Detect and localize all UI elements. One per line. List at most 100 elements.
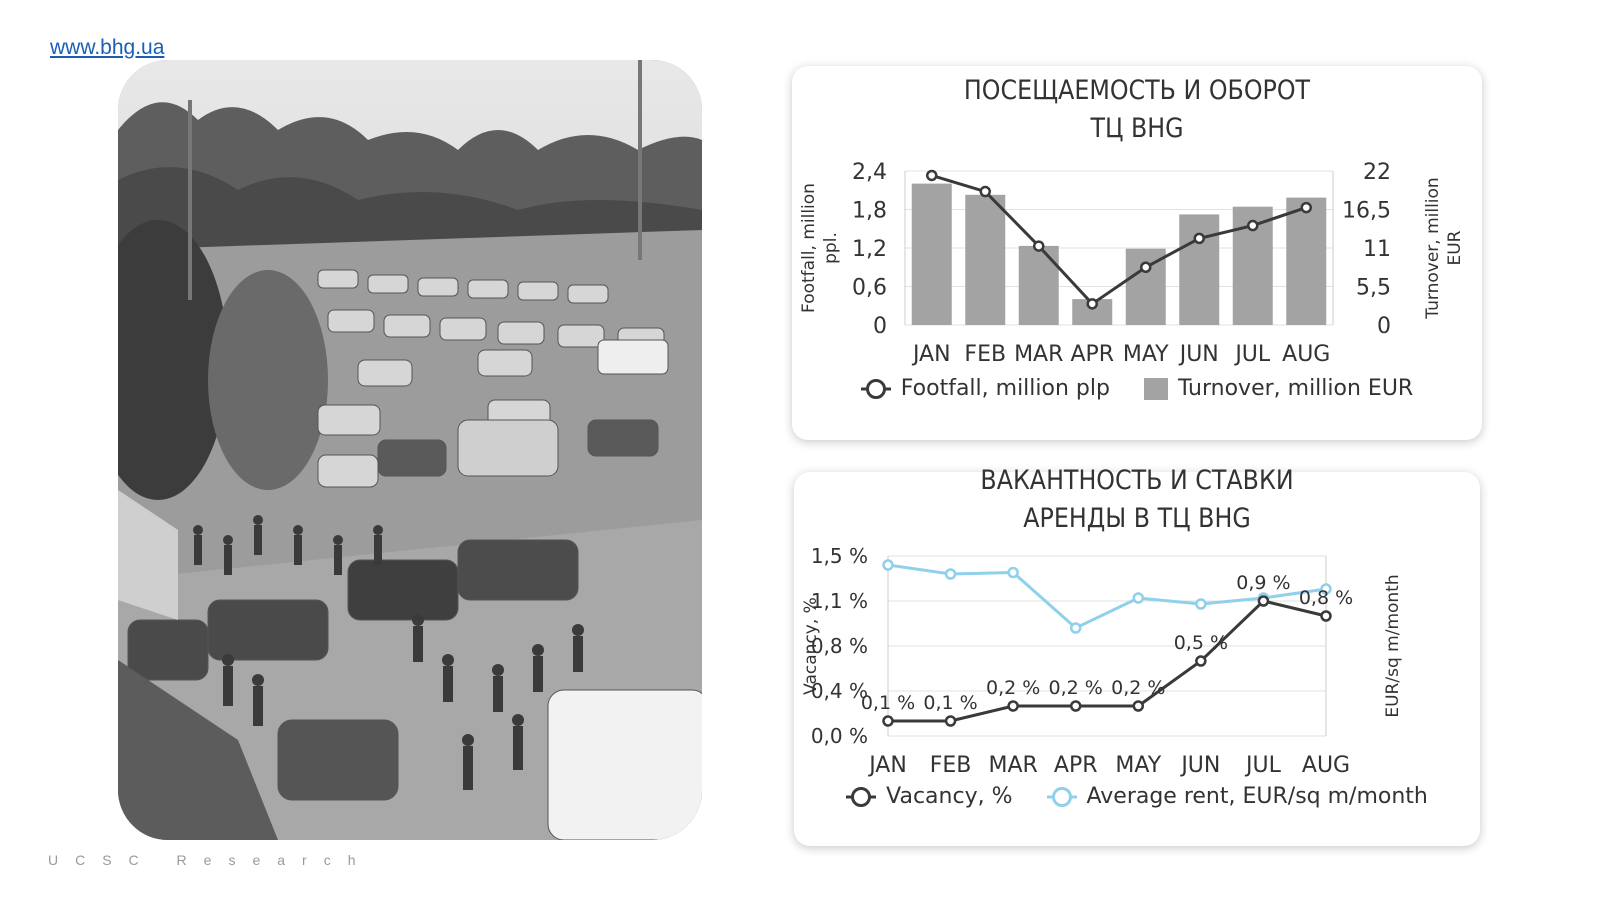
turnover-bar bbox=[1286, 197, 1327, 325]
legend-turnover-label: Turnover, million EUR bbox=[1177, 376, 1414, 401]
x-tick-label: MAY bbox=[1115, 753, 1161, 778]
y-left-tick-label: 1,2 bbox=[852, 237, 887, 262]
chart2-title-line-2: АРЕНДЫ В ТЦ BHG bbox=[1023, 503, 1251, 534]
y-left-axis-title: Footfall, million ppl. bbox=[799, 183, 841, 313]
rent-point bbox=[1132, 592, 1145, 604]
x-tick-label: APR bbox=[1054, 753, 1098, 778]
vacancy-data-label: 0,1 % bbox=[861, 692, 915, 714]
vacancy-point bbox=[1132, 700, 1145, 712]
legend-vacancy: Vacancy, % bbox=[846, 784, 1013, 809]
x-tick-label: JAN bbox=[867, 753, 907, 778]
vacancy-line bbox=[888, 599, 1327, 723]
turnover-bar bbox=[965, 194, 1006, 325]
x-tick-label: FEB bbox=[930, 753, 972, 778]
y-right-tick-label: 16,5 bbox=[1342, 199, 1391, 224]
vacancy-data-label: 0,9 % bbox=[1236, 572, 1290, 594]
x-tick-label: MAY bbox=[1123, 342, 1169, 367]
vacancy-point bbox=[882, 715, 894, 727]
x-tick-label: APR bbox=[1070, 342, 1114, 367]
vacancy-point bbox=[944, 715, 957, 727]
x-tick-label: JAN bbox=[911, 342, 951, 367]
y-right-axis-title-line: EUR bbox=[1445, 230, 1465, 265]
x-tick-label: MAR bbox=[1014, 342, 1063, 367]
x-tick-label: FEB bbox=[964, 342, 1006, 367]
footfall-point bbox=[1086, 298, 1098, 310]
chart2-legend: Vacancy, % Average rent, EUR/sq m/month bbox=[794, 784, 1480, 809]
legend-rent-label: Average rent, EUR/sq m/month bbox=[1086, 784, 1428, 809]
footfall-point bbox=[979, 185, 991, 198]
vacancy-data-label: 0,2 % bbox=[986, 677, 1040, 699]
y-left-tick-label: 0 bbox=[873, 314, 887, 339]
vacancy-point bbox=[1195, 655, 1207, 667]
legend-footfall-label: Footfall, million plp bbox=[900, 376, 1110, 401]
site-link[interactable]: www.bhg.ua bbox=[50, 36, 165, 59]
vacancy-data-label: 0,8 % bbox=[1299, 587, 1353, 609]
y-left-tick-label: 1,1 % bbox=[811, 589, 868, 613]
rent-line-marker-icon bbox=[1047, 786, 1077, 807]
vacancy-line-marker-icon bbox=[846, 786, 876, 807]
legend-rent: Average rent, EUR/sq m/month bbox=[1047, 784, 1428, 809]
footfall-point bbox=[1193, 232, 1205, 245]
y-left-tick-label: 0,0 % bbox=[811, 724, 868, 748]
rent-point bbox=[944, 568, 957, 580]
turnover-bar bbox=[911, 183, 952, 325]
x-tick-label: JUL bbox=[1233, 342, 1271, 367]
footer-brand: UCSC Research bbox=[48, 852, 373, 868]
y-left-tick-label: 0,4 % bbox=[811, 679, 868, 703]
chart1-title-line-2: ТЦ BHG bbox=[1090, 113, 1184, 144]
vacancy-point bbox=[1069, 700, 1082, 712]
chart2-title-line-1: ВАКАНТНОСТЬ И СТАВКИ bbox=[980, 465, 1294, 496]
chart1-title-line-1: ПОСЕЩАЕМОСТЬ И ОБОРОТ bbox=[963, 75, 1311, 106]
y-right-tick-label: 5,5 bbox=[1356, 276, 1391, 301]
footfall-turnover-card: ПОСЕЩАЕМОСТЬ И ОБОРОТ ТЦ BHG 2,4 1,8 1,2 0,… bbox=[792, 66, 1482, 440]
chart2-title: ВАКАНТНОСТЬ И СТАВКИ АРЕНДЫ В ТЦ BHG bbox=[835, 462, 1439, 538]
rent-point bbox=[1320, 583, 1332, 595]
chart1-legend: Footfall, million plp Turnover, million … bbox=[792, 376, 1482, 401]
x-tick-label: JUN bbox=[1178, 342, 1219, 367]
vacancy-data-label: 0,1 % bbox=[923, 692, 977, 714]
vacancy-data-label: 0,5 % bbox=[1174, 632, 1228, 654]
y-left-tick-label: 2,4 bbox=[852, 160, 887, 185]
turnover-bar bbox=[1018, 245, 1059, 325]
x-tick-label: AUG bbox=[1282, 342, 1330, 367]
vacancy-point bbox=[1007, 700, 1019, 712]
y-right-tick-label: 0 bbox=[1377, 314, 1391, 339]
y-left-axis-title-line: Footfall, million bbox=[799, 183, 819, 313]
y-left-tick-label: 1,8 bbox=[852, 199, 887, 224]
footfall-point bbox=[1140, 261, 1152, 273]
footfall-line bbox=[931, 174, 1307, 306]
legend-footfall: Footfall, million plp bbox=[861, 376, 1110, 401]
rent-point bbox=[882, 559, 894, 571]
rent-point bbox=[1069, 622, 1082, 634]
rent-point bbox=[1195, 598, 1207, 610]
x-tick-label: JUN bbox=[1179, 753, 1220, 778]
footfall-turnover-chart: 2,4 1,8 1,2 0,6 0 22 16,5 11 5,5 0 JAN FEB MAR APR MAY… bbox=[799, 160, 1465, 367]
y-left-axis-title: Vacancy, % bbox=[801, 597, 821, 695]
y-left-tick-label: 1,5 % bbox=[811, 544, 868, 568]
turnover-bar bbox=[1179, 214, 1220, 325]
vacancy-point bbox=[1257, 595, 1270, 607]
turnover-bar-marker-icon bbox=[1143, 377, 1168, 400]
legend-turnover: Turnover, million EUR bbox=[1143, 376, 1414, 401]
y-right-tick-label: 11 bbox=[1363, 237, 1391, 262]
y-right-axis-title: Turnover, million EUR bbox=[1423, 177, 1465, 319]
rent-point bbox=[1007, 566, 1019, 579]
vacancy-data-label: 0,2 % bbox=[1111, 677, 1165, 699]
y-left-tick-label: 0,8 % bbox=[811, 634, 868, 658]
y-left-axis-title-line: ppl. bbox=[821, 232, 841, 264]
footfall-line-marker-icon bbox=[861, 378, 891, 399]
y-right-tick-label: 22 bbox=[1363, 160, 1391, 185]
legend-vacancy-label: Vacancy, % bbox=[886, 784, 1013, 809]
vacancy-data-label: 0,2 % bbox=[1049, 677, 1103, 699]
x-tick-label: AUG bbox=[1302, 753, 1350, 778]
parking-lot-photo bbox=[118, 60, 702, 840]
x-tick-label: JUL bbox=[1244, 753, 1282, 778]
rent-line bbox=[887, 563, 1327, 630]
y-left-tick-label: 0,6 bbox=[852, 276, 887, 301]
x-tick-label: MAR bbox=[988, 753, 1037, 778]
chart1-title: ПОСЕЩАЕМОСТЬ И ОБОРОТ ТЦ BHG bbox=[833, 72, 1440, 148]
vacancy-point bbox=[1320, 610, 1332, 622]
vacancy-rent-chart: 1,5 % 1,1 % 0,8 % 0,4 % 0,0 % JAN FEB MAR APR MAY… bbox=[801, 544, 1403, 778]
vacancy-rent-card: ВАКАНТНОСТЬ И СТАВКИ АРЕНДЫ В ТЦ BHG 1,5… bbox=[794, 465, 1480, 846]
footfall-point bbox=[1300, 201, 1312, 214]
